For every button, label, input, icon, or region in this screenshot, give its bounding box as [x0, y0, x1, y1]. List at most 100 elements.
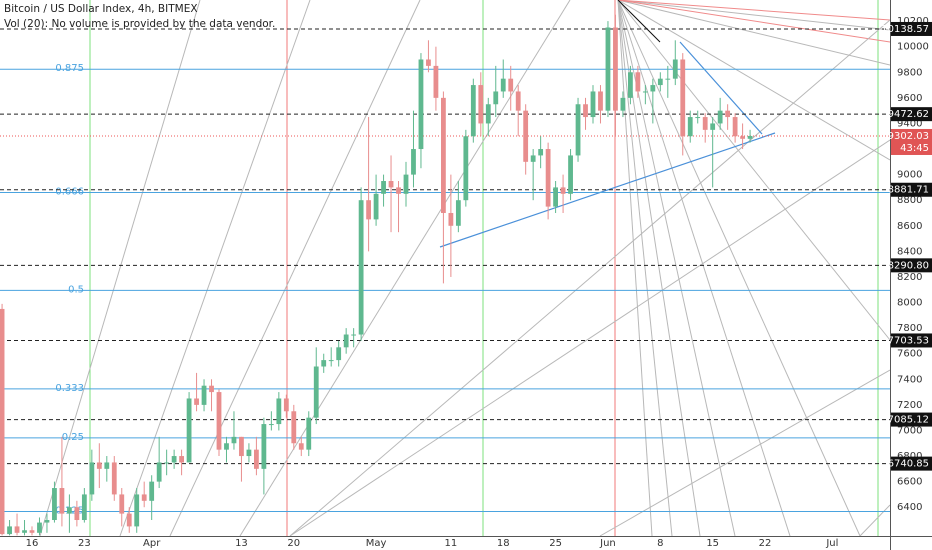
candle-body [478, 85, 484, 124]
candle-body [620, 97, 626, 111]
candle-body [321, 360, 327, 367]
fan-line [617, 0, 861, 536]
candle-body [0, 308, 5, 535]
candle-body [508, 78, 514, 92]
x-tick-label: 13 [235, 538, 248, 549]
x-tick-label: 15 [706, 538, 719, 549]
y-tick-label: 10000 [897, 42, 929, 53]
y-tick-label: 6600 [897, 477, 922, 488]
candle-body [515, 91, 521, 111]
candle-body [186, 398, 192, 463]
candle-body [216, 392, 222, 450]
candle-body [485, 104, 491, 124]
candle-body [261, 424, 267, 469]
candle-body [710, 123, 716, 130]
candle-body [111, 462, 117, 495]
candle-body [89, 462, 95, 495]
candle-body [680, 59, 686, 137]
candle-body [613, 27, 618, 111]
candle-body [388, 181, 394, 188]
candle-body [224, 443, 229, 450]
fan-line [617, 0, 890, 161]
candle-body [81, 494, 87, 521]
x-tick-label: 23 [78, 538, 91, 549]
y-tick-label: 10200 [897, 16, 929, 27]
candle-body [441, 97, 446, 213]
x-tick-label: 25 [549, 538, 562, 549]
current-price-bg [891, 128, 932, 155]
fan-line [617, 0, 890, 21]
fan-line [289, 139, 890, 536]
candle-body [403, 174, 409, 194]
y-tick-label: 9600 [897, 93, 922, 104]
candle-body [583, 104, 588, 118]
fan-line [617, 0, 890, 341]
candle-body [560, 187, 566, 194]
candle-body [96, 462, 102, 469]
candle-body [635, 72, 641, 92]
candle-body [59, 488, 65, 514]
candle-body [336, 347, 342, 361]
x-tick-label: 11 [445, 538, 458, 549]
x-tick-label: 20 [287, 538, 300, 549]
level-label-bg [891, 107, 932, 122]
trend-line [617, 0, 661, 43]
level-label: 8881.71 [888, 185, 929, 196]
candle-body [590, 91, 596, 118]
candle-body [134, 494, 140, 527]
candle-body [426, 59, 431, 66]
y-tick-label: 9800 [897, 67, 922, 78]
candle-body [351, 334, 357, 336]
level-label-bg [891, 21, 932, 36]
y-tick-label: 7600 [897, 349, 922, 360]
candle-body [171, 456, 177, 463]
candle-body [396, 187, 401, 194]
x-tick-label: 8 [657, 538, 663, 549]
y-tick-label: 7400 [897, 374, 922, 385]
candle-body [328, 360, 334, 362]
chart-subtitle: Vol (20): No volume is provided by the d… [4, 18, 275, 30]
candle-body [104, 462, 110, 469]
candle-body [7, 526, 12, 535]
x-tick-label: 16 [26, 538, 39, 549]
fib-label: 0.25 [62, 432, 84, 443]
fan-line [617, 0, 890, 66]
candle-body [433, 65, 439, 98]
fan-line [617, 0, 890, 43]
candle-body [642, 91, 648, 93]
candle-body [29, 530, 35, 533]
candle-body [44, 520, 50, 523]
fib-label: 0.666 [55, 186, 84, 197]
candle-body [313, 366, 319, 418]
candle-body [568, 155, 573, 194]
candle-body [650, 85, 656, 92]
candle-body [283, 398, 289, 412]
candle-body [343, 334, 349, 348]
candle-body [194, 398, 199, 405]
y-tick-label: 8400 [897, 246, 922, 257]
level-label-bg [891, 456, 932, 471]
candle-body [306, 417, 312, 450]
fib-label: 0.5 [68, 284, 84, 295]
level-label-bg [891, 412, 932, 427]
candle-body [717, 110, 723, 124]
candle-body [126, 513, 132, 527]
candle-body [179, 456, 184, 463]
candle-body [366, 200, 371, 220]
candle-body [358, 200, 364, 335]
level-label: 7085.12 [888, 415, 929, 426]
candle-body [665, 78, 671, 80]
fan-line [119, 0, 311, 536]
candle-body [164, 462, 170, 464]
y-tick-label: 7000 [897, 425, 922, 436]
level-label-bg [891, 182, 932, 197]
candle-body [732, 117, 738, 137]
candle-body [209, 385, 214, 393]
y-tick-label: 9400 [897, 118, 922, 129]
candle-body [695, 117, 701, 119]
candle-body [14, 526, 20, 533]
candle-body [254, 449, 259, 469]
level-label-bg [891, 258, 932, 273]
candle-body [448, 212, 454, 226]
